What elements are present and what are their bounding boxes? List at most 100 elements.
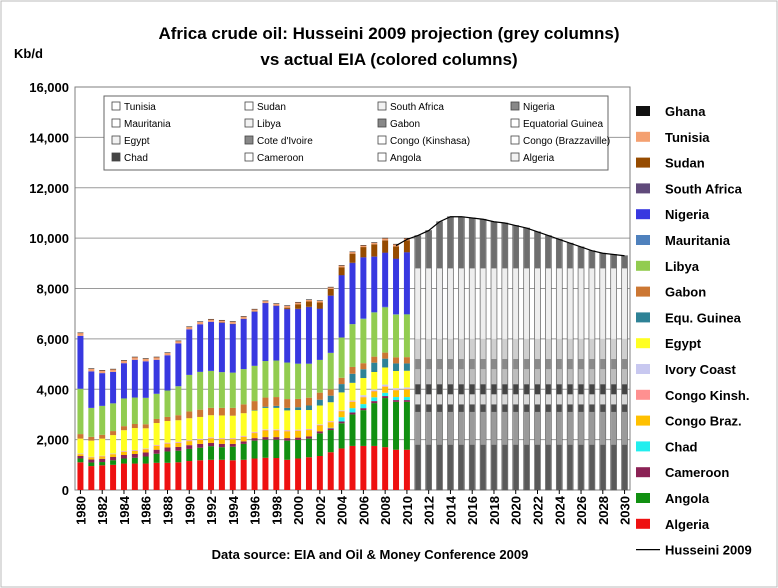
projection-band [589,411,595,445]
bar-segment [403,389,410,398]
bar-segment [393,400,400,402]
projection-band [600,369,606,385]
bar-segment [251,440,258,459]
projection-band [622,404,628,412]
inner-legend-swatch [510,101,520,111]
bar-segment [338,410,345,412]
bar-segment [371,362,378,372]
bar-segment [99,438,106,456]
bar-segment [403,400,410,402]
projection-band [458,359,464,370]
bar-segment [229,415,236,439]
projection-band [535,394,540,405]
bar-segment [338,392,345,411]
bar-segment [349,401,356,402]
projection-band [469,411,475,445]
bar-segment [164,416,171,421]
bar-segment [131,359,138,398]
bar-segment [186,461,193,490]
inner-legend-swatch [377,152,387,162]
projection-band [513,268,519,339]
projection-band [545,235,551,269]
legend-label: Congo Kinsh. [665,388,750,403]
bar-segment [403,397,410,401]
bar-segment [371,256,378,257]
projection-band [415,444,421,490]
projection-band [502,369,508,385]
projection-band [600,404,606,412]
bar-segment [120,463,127,490]
x-tick-label: 1988 [161,496,176,525]
bar-segment [175,386,182,416]
data-source-note: Data source: EIA and Oil & Money Confere… [211,547,529,562]
bar-segment [393,389,400,391]
bar-segment [371,397,378,402]
bar-segment [240,413,247,436]
bar-segment [305,306,312,308]
bar-segment [99,455,106,457]
projection-band [600,444,606,490]
projection-band [437,384,443,395]
projection-band [622,444,628,490]
x-tick-label: 2008 [378,496,393,525]
bar-segment [88,462,95,467]
projection-band [622,268,628,339]
bar-segment [338,410,345,411]
chart-subtitle: vs actual EIA (colored columns) [260,50,518,69]
bar-segment [229,439,236,444]
bar-segment [218,372,225,408]
bar-segment [262,430,269,438]
bar-segment [305,299,312,302]
bar-segment [186,445,193,449]
projection-band [545,359,551,370]
bar-segment [262,439,269,458]
bar-segment [229,460,236,490]
inner-legend-swatch [244,101,254,111]
bar-segment [382,240,389,253]
bar-segment [229,438,236,439]
bar-segment [99,373,106,406]
projection-band [524,394,530,405]
inner-legend-swatch [244,135,254,145]
bar-segment [284,399,291,408]
bar-segment [273,405,280,408]
bar-segment [371,242,378,243]
bar-segment [218,438,225,439]
legend-swatch [636,235,650,245]
bar-segment [120,454,127,459]
x-tick-label: 1980 [73,496,88,525]
bar-segment [229,323,236,325]
projection-band [524,384,530,395]
x-tick-label: 1992 [204,496,219,525]
projection-band [513,369,519,385]
bar-segment [251,311,258,366]
legend-swatch [636,131,650,142]
bar-segment [110,403,117,432]
bar-segment [349,251,356,253]
bar-segment [371,356,378,363]
bar-segment [371,242,378,245]
projection-band [502,384,508,395]
projection-band [545,404,551,412]
bar-segment [349,414,356,446]
bar-segment [197,324,204,372]
projection-band [545,338,551,360]
bar-segment [338,384,345,393]
inner-legend-swatch [244,152,254,162]
bar-segment [88,456,95,458]
bar-segment [305,438,312,458]
y-tick-label: 6,000 [36,332,69,347]
bar-segment [88,466,95,490]
bar-segment [403,314,410,358]
projection-band [513,338,519,360]
x-tick-label: 2020 [509,496,524,525]
projection-band [502,404,508,412]
projection-band [458,216,464,269]
bar-segment [77,458,84,463]
x-tick-label: 2006 [356,496,371,525]
bar-segment [316,431,323,434]
inner-legend-swatch [111,101,121,111]
projection-band [469,444,475,490]
bar-segment [164,451,171,463]
bar-segment [403,388,410,390]
